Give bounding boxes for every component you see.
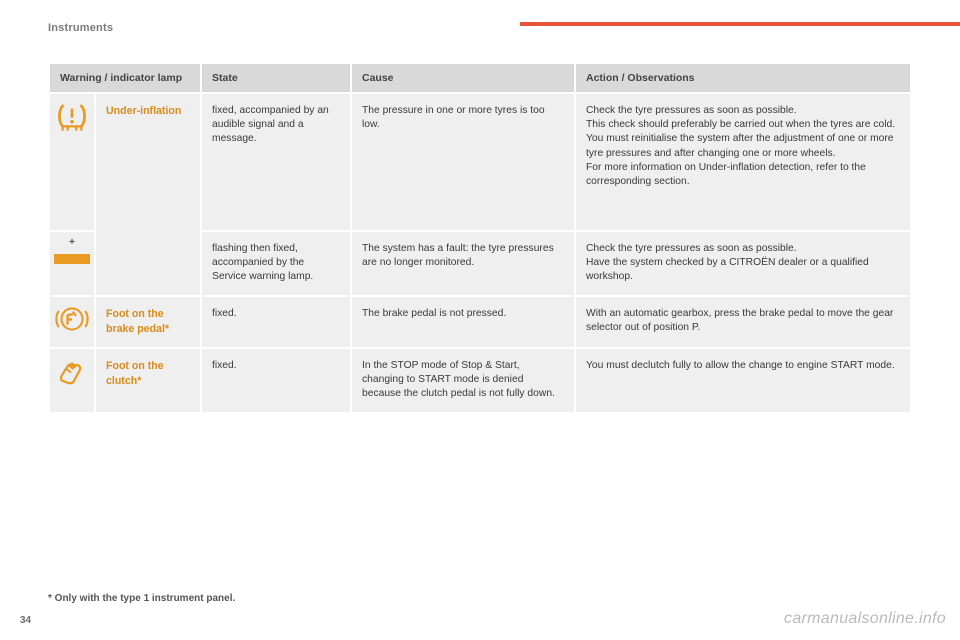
state-cell: fixed, accompanied by an audible signal … xyxy=(201,93,351,231)
action-cell: Check the tyre pressures as soon as poss… xyxy=(575,93,911,231)
action-cell: Check the tyre pressures as soon as poss… xyxy=(575,231,911,296)
action-cell: With an automatic gearbox, press the bra… xyxy=(575,296,911,348)
lamp-name: Foot on the clutch* xyxy=(106,360,164,387)
top-accent-bar xyxy=(520,22,960,26)
cause-cell: The pressure in one or more tyres is too… xyxy=(351,93,575,231)
lamp-name: Foot on the brake pedal* xyxy=(106,308,169,335)
watermark: carmanualsonline.info xyxy=(784,610,946,628)
col-header-state: State xyxy=(201,63,351,93)
lamp-name-cell: Foot on the clutch* xyxy=(95,348,201,413)
lamp-icon-cell xyxy=(49,93,95,231)
state-cell: fixed. xyxy=(201,296,351,348)
state-cell: fixed. xyxy=(201,348,351,413)
warning-lamp-table: Warning / indicator lamp State Cause Act… xyxy=(48,62,912,414)
col-header-cause: Cause xyxy=(351,63,575,93)
page-number: 34 xyxy=(20,615,31,626)
footnote: * Only with the type 1 instrument panel. xyxy=(48,593,235,604)
brake-pedal-icon xyxy=(55,303,89,335)
lamp-name-cell: Under-inflation xyxy=(95,93,201,296)
action-cell: You must declutch fully to allow the cha… xyxy=(575,348,911,413)
state-cell: flashing then fixed, accompanied by the … xyxy=(201,231,351,296)
cause-cell: The system has a fault: the tyre pressur… xyxy=(351,231,575,296)
cause-cell: The brake pedal is not pressed. xyxy=(351,296,575,348)
table-row: Foot on the brake pedal* fixed. The brak… xyxy=(49,296,911,348)
cause-cell: In the STOP mode of Stop & Start, changi… xyxy=(351,348,575,413)
lamp-name-cell: Foot on the brake pedal* xyxy=(95,296,201,348)
under-inflation-icon xyxy=(55,100,89,134)
plus-icon: + xyxy=(52,236,92,250)
table-row: Foot on the clutch* fixed. In the STOP m… xyxy=(49,348,911,413)
page: Instruments Warning / indicator lamp Sta… xyxy=(0,0,960,640)
col-header-lamp: Warning / indicator lamp xyxy=(49,63,201,93)
lamp-icon-cell: + xyxy=(49,231,95,296)
clutch-icon xyxy=(55,355,89,389)
lamp-name: Under-inflation xyxy=(106,105,181,117)
table-row: Under-inflation fixed, accompanied by an… xyxy=(49,93,911,231)
col-header-action: Action / Observations xyxy=(575,63,911,93)
table-header-row: Warning / indicator lamp State Cause Act… xyxy=(49,63,911,93)
amber-bar-icon xyxy=(54,254,90,264)
lamp-icon-cell xyxy=(49,296,95,348)
lamp-icon-cell xyxy=(49,348,95,413)
